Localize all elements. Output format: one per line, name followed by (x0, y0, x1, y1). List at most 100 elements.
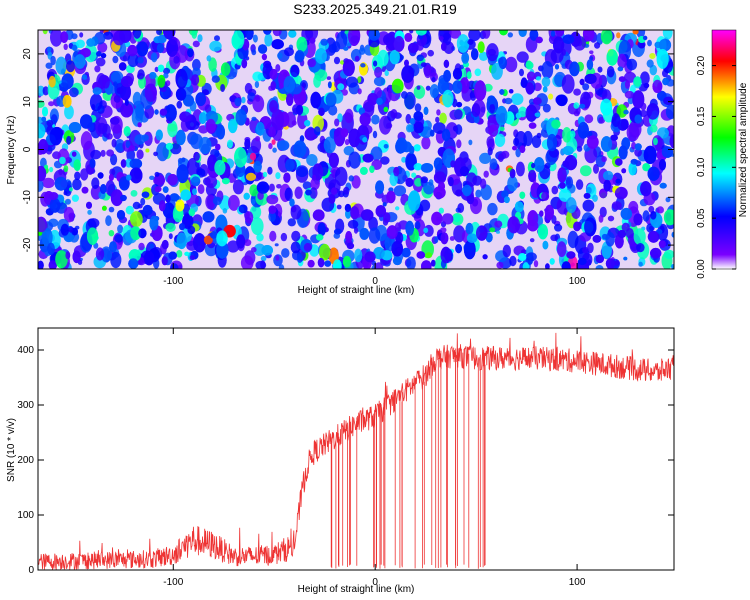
heatmap-cell (156, 30, 163, 35)
heatmap-cell (332, 259, 342, 269)
heatmap-cell (525, 60, 532, 68)
heatmap-cell (643, 82, 650, 89)
heatmap-cell (238, 204, 248, 214)
heatmap-cell (600, 98, 613, 116)
heatmap-cell (620, 207, 632, 220)
heatmap-cell (271, 139, 276, 145)
heatmap-cell (206, 55, 212, 62)
heatmap-cell (562, 145, 574, 156)
heatmap-cell (69, 87, 79, 98)
heatmap-cell (113, 81, 118, 87)
heatmap-cell (277, 140, 290, 151)
heatmap-cell (162, 67, 171, 75)
heatmap-cell (650, 247, 662, 259)
heatmap-cell (531, 162, 536, 169)
heatmap-cell (671, 264, 674, 269)
heatmap-cell (643, 145, 657, 164)
y-tick-label: -10 (22, 190, 33, 205)
spectrogram-y-ticks: -20 -10 0 10 20 (22, 48, 674, 252)
heatmap-cell (586, 59, 594, 70)
heatmap-cell (232, 179, 244, 195)
heatmap-cell (215, 143, 221, 151)
heatmap-cell (465, 222, 474, 235)
heatmap-cell (38, 260, 44, 269)
heatmap-cell (542, 103, 551, 113)
heatmap-cell (110, 153, 118, 166)
heatmap-cell (383, 212, 391, 224)
heatmap-cell (253, 160, 262, 173)
heatmap-cell (479, 178, 487, 189)
heatmap-cell (197, 184, 205, 195)
heatmap-cell (235, 109, 247, 126)
heatmap-cell (362, 153, 374, 163)
heatmap-cell (103, 31, 114, 40)
heatmap-cell (86, 201, 92, 209)
heatmap-cell (145, 148, 150, 153)
heatmap-cell (582, 199, 595, 212)
heatmap-cell (382, 202, 387, 207)
heatmap-cell (327, 81, 332, 89)
heatmap-cell (132, 91, 142, 107)
heatmap-cell (73, 159, 81, 172)
heatmap-cell (153, 151, 159, 157)
heatmap-cell (499, 30, 508, 36)
heatmap-cell (374, 262, 384, 269)
heatmap-cell (429, 84, 439, 99)
heatmap-cell (603, 179, 611, 192)
heatmap-cell (333, 56, 341, 65)
heatmap-cell (296, 105, 303, 115)
heatmap-cell (518, 106, 528, 118)
heatmap-cell (550, 30, 556, 37)
heatmap-cell (527, 260, 533, 265)
heatmap-cell (258, 44, 268, 54)
heatmap-cell (448, 176, 454, 187)
heatmap-cell (420, 163, 434, 173)
heatmap-cell (633, 228, 646, 246)
heatmap-cell (89, 158, 96, 169)
heatmap-cell (303, 242, 312, 252)
heatmap-cell (256, 181, 270, 194)
heatmap-cell (165, 104, 177, 122)
heatmap-cell (606, 49, 618, 66)
heatmap-cell (525, 104, 538, 122)
heatmap-cell (198, 112, 207, 124)
heatmap-cell (130, 211, 143, 228)
heatmap-cell (466, 233, 478, 243)
heatmap-cell (120, 102, 133, 118)
heatmap-cell (519, 68, 524, 77)
heatmap-cell (425, 85, 431, 91)
heatmap-cell (42, 86, 49, 96)
heatmap-cell (38, 165, 47, 182)
heatmap-cell (389, 49, 400, 65)
heatmap-cell (254, 80, 260, 89)
heatmap-cell (653, 137, 658, 146)
heatmap-cell (373, 76, 386, 87)
heatmap-cell (189, 255, 196, 261)
y-tick-label: 400 (17, 345, 34, 356)
heatmap-cell (68, 187, 74, 192)
heatmap-cell (594, 42, 601, 49)
heatmap-cell (66, 135, 72, 145)
heatmap-cell (565, 176, 574, 189)
heatmap-cell (38, 139, 49, 155)
heatmap-cell (634, 114, 642, 124)
heatmap-cell (659, 182, 667, 189)
heatmap-cell (580, 165, 592, 177)
heatmap-cell (190, 176, 201, 187)
heatmap-cell (326, 76, 332, 80)
heatmap-cell (577, 121, 589, 139)
colorbar-ticks: 0.00 0.05 0.10 0.15 0.20 (696, 55, 736, 279)
heatmap-cell (533, 82, 542, 92)
heatmap-cell (220, 62, 231, 76)
heatmap-cell (250, 217, 264, 236)
heatmap-cell (669, 134, 674, 149)
heatmap-cell (38, 85, 45, 97)
heatmap-cell (106, 133, 113, 140)
heatmap-cell (516, 51, 529, 63)
heatmap-cell (386, 190, 396, 204)
heatmap-cell (455, 244, 462, 254)
heatmap-cell (376, 97, 383, 106)
heatmap-cell (592, 194, 598, 202)
heatmap-cell (280, 232, 288, 242)
heatmap-cell (296, 36, 308, 53)
